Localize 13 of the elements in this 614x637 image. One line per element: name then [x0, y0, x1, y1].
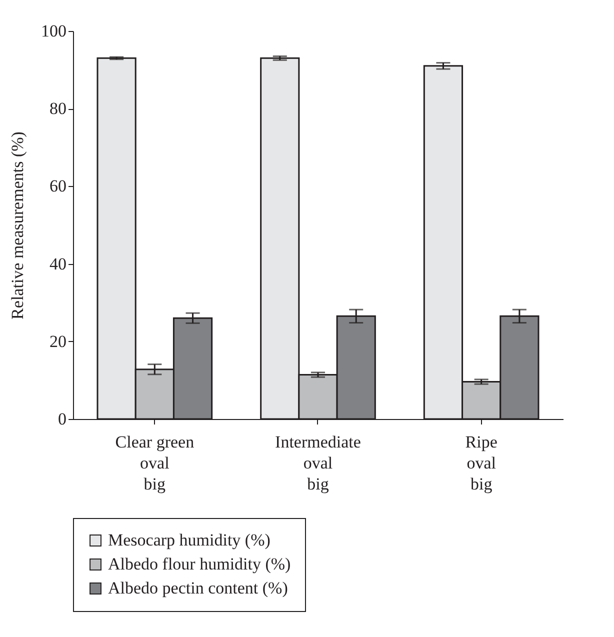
y-axis-title: Relative measurements (%) [8, 132, 27, 320]
x-tick-label: Ripe oval big [465, 432, 498, 494]
x-tick-label: Intermediate oval big [275, 432, 361, 494]
legend-label: Albedo pectin content (%) [108, 578, 288, 598]
y-tick-label: 0 [58, 410, 66, 428]
y-tick-label: 20 [50, 332, 66, 351]
y-tick-label: 80 [50, 99, 66, 118]
x-tick-label: Clear green oval big [115, 432, 195, 494]
y-tick-label: 100 [41, 22, 66, 40]
legend-label: Mesocarp humidity (%) [108, 530, 270, 550]
y-tick-label: 60 [50, 176, 66, 196]
legend-label: Albedo flour humidity (%) [108, 554, 291, 574]
y-tick-label: 40 [50, 254, 66, 274]
